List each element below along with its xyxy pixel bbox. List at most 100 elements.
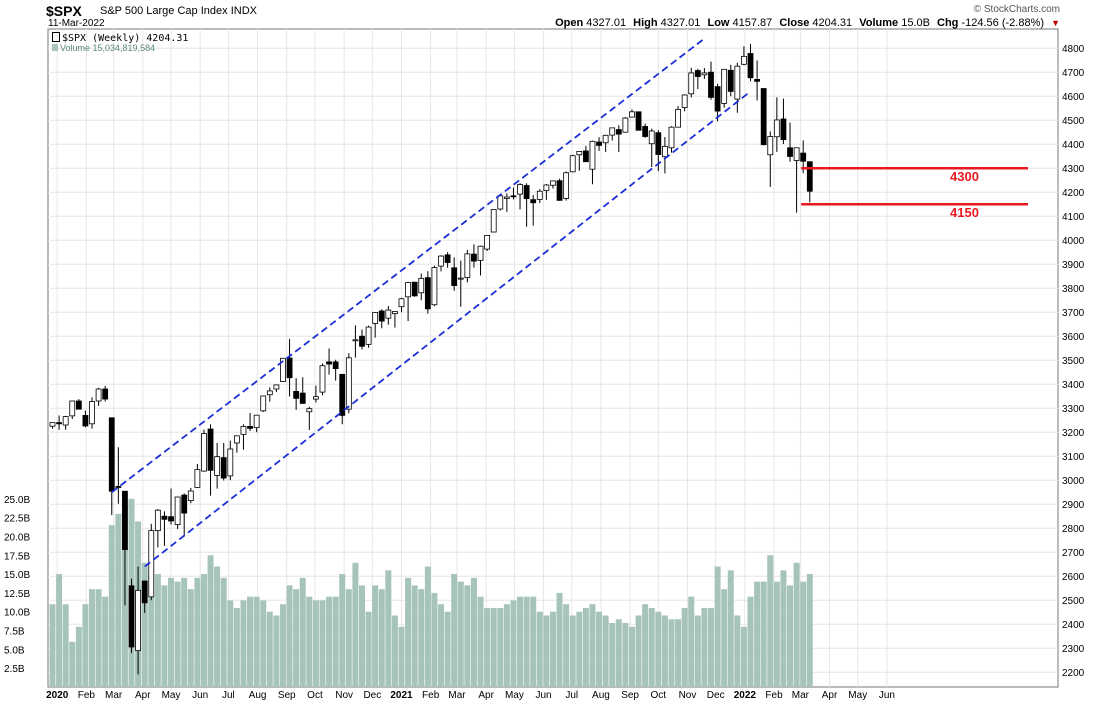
volume-bar xyxy=(510,600,517,687)
volume-bar xyxy=(365,611,372,687)
candle-body xyxy=(688,72,695,95)
candle-body xyxy=(497,195,504,210)
volume-bar xyxy=(358,585,365,687)
volume-tick-label: 10.0B xyxy=(4,608,30,619)
date-tick-label: Jun xyxy=(879,690,895,701)
low-value: 4157.87 xyxy=(732,17,773,29)
candle-body xyxy=(543,184,550,191)
date-tick-label: May xyxy=(848,690,867,701)
volume-bar xyxy=(95,589,102,687)
candle-body xyxy=(385,309,392,319)
candle-body xyxy=(168,516,174,522)
candle-body xyxy=(536,190,543,200)
volume-bar xyxy=(490,607,497,687)
volume-bars xyxy=(49,498,813,687)
volume-bar xyxy=(240,600,247,687)
volume-tick-label: 25.0B xyxy=(4,495,30,506)
volume-bar xyxy=(293,589,300,687)
candle-body xyxy=(49,422,56,427)
date-tick-label: Mar xyxy=(105,690,123,701)
candle-body xyxy=(227,448,234,477)
candle-body xyxy=(75,400,82,410)
candle-body xyxy=(457,277,464,280)
level-label-4150: 4150 xyxy=(950,205,979,221)
volume-label: Volume xyxy=(859,17,899,29)
chart-date: 11-Mar-2022 xyxy=(48,18,105,29)
volume-bar xyxy=(767,555,774,687)
candle-body xyxy=(569,155,576,173)
date-tick-label: Apr xyxy=(135,690,151,701)
volume-bar xyxy=(464,585,471,687)
level-label-4300: 4300 xyxy=(950,169,979,185)
volume-bar xyxy=(418,589,425,687)
volume-bar xyxy=(714,566,721,687)
candle-body xyxy=(503,196,510,199)
candle-body xyxy=(128,585,135,648)
volume-bar xyxy=(174,581,181,687)
volume-legend-icon xyxy=(52,44,58,51)
candle-body xyxy=(668,126,675,149)
candle-body xyxy=(589,140,596,170)
date-tick-label: Nov xyxy=(335,690,353,701)
candle-body xyxy=(484,234,491,250)
down-arrow-icon: ▼ xyxy=(1051,18,1060,28)
date-tick-label: Apr xyxy=(478,690,494,701)
candle-body xyxy=(471,253,477,262)
candle-body xyxy=(319,365,326,393)
candle-body xyxy=(596,141,602,146)
price-tick-label: 3600 xyxy=(1062,332,1085,343)
candle-body xyxy=(240,426,247,435)
volume-bar xyxy=(299,577,306,687)
volume-bar xyxy=(451,574,458,687)
volume-bar xyxy=(405,577,412,687)
volume-bar xyxy=(787,585,794,687)
volume-bar xyxy=(279,604,286,687)
volume-bar xyxy=(497,607,504,687)
volume-bar xyxy=(477,596,484,687)
candle-body xyxy=(89,401,95,425)
chg-value: -124.56 (-2.88%) xyxy=(961,17,1045,29)
volume-tick-label: 15.0B xyxy=(4,570,30,581)
candle-body xyxy=(741,55,747,65)
candle-body xyxy=(378,310,385,322)
date-tick-label: May xyxy=(162,690,181,701)
price-tick-label: 2500 xyxy=(1062,596,1085,607)
volume-bar xyxy=(352,562,359,687)
date-tick-label: 2020 xyxy=(46,690,69,701)
volume-bar xyxy=(681,607,688,687)
volume-tick-label: 5.0B xyxy=(4,645,25,656)
index-name: S&P 500 Large Cap Index INDX xyxy=(100,5,257,17)
candle-body xyxy=(102,388,109,400)
candle-body xyxy=(530,199,537,204)
volume-axis: 25.0B 22.5B 20.0B 17.5B 15.0B 12.5B 10.0B 7.5B 5… xyxy=(4,495,30,675)
candle-body xyxy=(56,422,62,425)
volume-bar xyxy=(589,604,596,687)
candles xyxy=(49,43,813,675)
candle-body xyxy=(161,515,168,520)
price-tick-label: 3800 xyxy=(1062,284,1085,295)
volume-bar xyxy=(661,615,668,687)
candle-body xyxy=(82,414,89,427)
candle-body xyxy=(345,357,352,410)
candle-body xyxy=(675,109,681,128)
volume-bar xyxy=(260,600,267,687)
price-legend: $SPX (Weekly) 4204.31 xyxy=(52,32,188,44)
volume-tick-label: 12.5B xyxy=(4,589,30,600)
date-tick-label: Feb xyxy=(765,690,783,701)
volume-bar xyxy=(168,577,175,687)
low-label: Low xyxy=(707,17,730,29)
candle-body xyxy=(398,298,405,308)
date-tick-label: Oct xyxy=(651,690,667,701)
volume-bar xyxy=(569,615,576,687)
candle-body xyxy=(293,390,300,399)
candle-body xyxy=(714,86,721,112)
close-label: Close xyxy=(779,17,810,29)
candle-body xyxy=(141,580,148,604)
volume-bar xyxy=(200,574,207,687)
date-tick-label: Jun xyxy=(192,690,208,701)
candle-body xyxy=(747,53,754,79)
volume-bar xyxy=(721,589,728,687)
volume-bar xyxy=(161,585,168,687)
candle-body xyxy=(510,195,517,198)
